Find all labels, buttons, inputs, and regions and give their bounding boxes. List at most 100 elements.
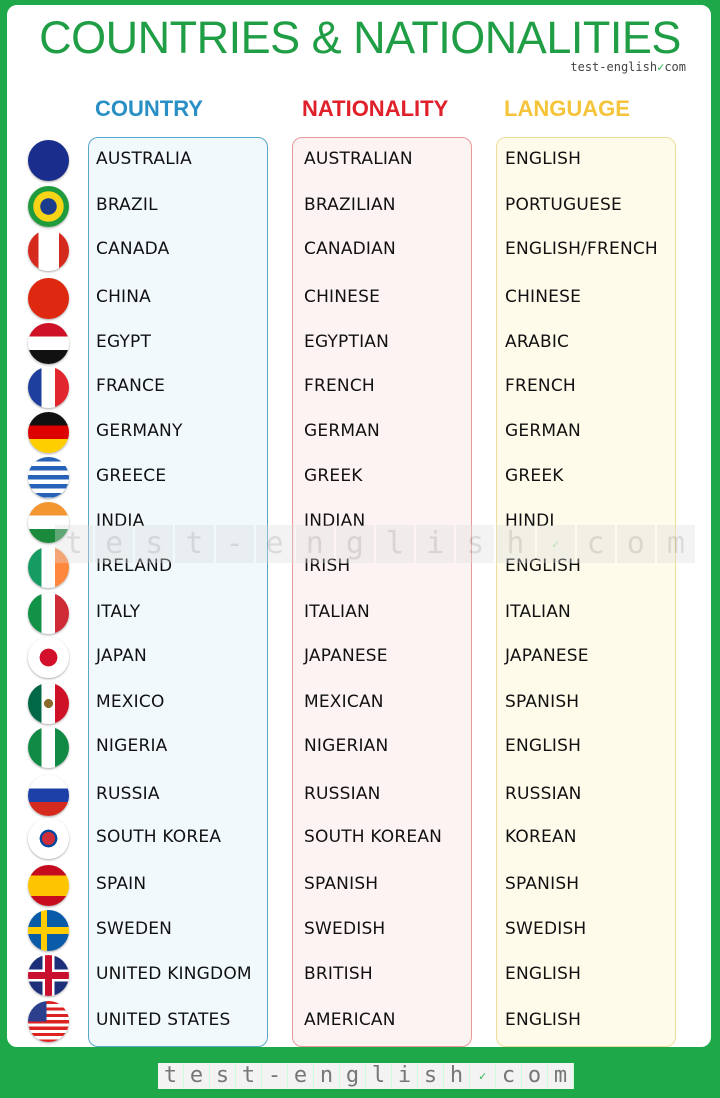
language-cell: KOREAN xyxy=(505,827,577,847)
nationality-cell: GREEK xyxy=(304,466,363,486)
watermark-letter: ✓ xyxy=(536,525,575,563)
footer-letter: t xyxy=(236,1063,262,1089)
language-cell: ENGLISH/FRENCH xyxy=(505,239,658,259)
nationality-cell: SOUTH KOREAN xyxy=(304,827,443,847)
france-flag-icon xyxy=(28,367,69,408)
watermark-letter: l xyxy=(376,525,415,563)
country-column xyxy=(88,137,268,1047)
nationality-cell: CANADIAN xyxy=(304,239,396,259)
sweden-flag-icon xyxy=(28,910,69,951)
watermark-letter: s xyxy=(456,525,495,563)
watermark-letter: c xyxy=(576,525,615,563)
footer-logo: t e s t - e n g l i s h ✓ c o m xyxy=(158,1063,574,1089)
footer-letter: t xyxy=(158,1063,184,1089)
nationality-cell: JAPANESE xyxy=(304,646,388,666)
language-cell: PORTUGUESE xyxy=(505,195,622,215)
country-cell: SOUTH KOREA xyxy=(96,827,222,847)
nationality-cell: GERMAN xyxy=(304,421,380,441)
australia-flag-icon xyxy=(28,140,69,181)
language-cell: ITALIAN xyxy=(505,602,571,622)
nationality-cell: INDIAN xyxy=(304,511,366,531)
language-cell: SWEDISH xyxy=(505,919,587,939)
header-language: LANGUAGE xyxy=(504,96,630,121)
nationality-cell: AMERICAN xyxy=(304,1010,396,1030)
nationality-cell: BRITISH xyxy=(304,964,373,984)
nationality-cell: NIGERIAN xyxy=(304,736,389,756)
country-cell: JAPAN xyxy=(96,646,147,666)
russia-flag-icon xyxy=(28,775,69,816)
country-cell: CANADA xyxy=(96,239,170,259)
language-cell: ENGLISH xyxy=(505,964,582,984)
nationality-column xyxy=(292,137,472,1047)
language-cell: ENGLISH xyxy=(505,556,582,576)
country-cell: RUSSIA xyxy=(96,784,160,804)
watermark-letter: e xyxy=(95,525,134,563)
nationality-cell: IRISH xyxy=(304,556,351,576)
country-cell: FRANCE xyxy=(96,376,166,396)
watermark-letter: n xyxy=(295,525,334,563)
country-cell: BRAZIL xyxy=(96,195,158,215)
canada-flag-icon xyxy=(28,230,69,271)
nationality-cell: SPANISH xyxy=(304,874,379,894)
country-cell: MEXICO xyxy=(96,692,165,712)
country-cell: UNITED STATES xyxy=(96,1010,231,1030)
brazil-flag-icon xyxy=(28,186,69,227)
footer-letter: m xyxy=(548,1063,574,1089)
language-cell: JAPANESE xyxy=(505,646,589,666)
nationality-cell: AUSTRALIAN xyxy=(304,149,413,169)
japan-flag-icon xyxy=(28,637,69,678)
footer-letter: h xyxy=(444,1063,470,1089)
language-cell: ENGLISH xyxy=(505,1010,582,1030)
country-cell: GREECE xyxy=(96,466,167,486)
watermark-letter: h xyxy=(496,525,535,563)
language-column xyxy=(496,137,676,1047)
language-cell: SPANISH xyxy=(505,874,580,894)
footer-letter: e xyxy=(184,1063,210,1089)
brand-logo: test-english✓com xyxy=(570,60,686,74)
country-cell: SWEDEN xyxy=(96,919,173,939)
footer-letter: g xyxy=(340,1063,366,1089)
nationality-cell: RUSSIAN xyxy=(304,784,381,804)
language-cell: FRENCH xyxy=(505,376,576,396)
language-cell: ARABIC xyxy=(505,332,570,352)
nationality-cell: MEXICAN xyxy=(304,692,384,712)
watermark-letter: t xyxy=(175,525,214,563)
spain-flag-icon xyxy=(28,865,69,906)
country-cell: CHINA xyxy=(96,287,152,307)
watermark-letter: t xyxy=(55,525,94,563)
footer-letter: e xyxy=(288,1063,314,1089)
greece-flag-icon xyxy=(28,457,69,498)
language-cell: GERMAN xyxy=(505,421,581,441)
page-title: COUNTRIES & NATIONALITIES xyxy=(39,12,681,63)
nigeria-flag-icon xyxy=(28,727,69,768)
country-cell: IRELAND xyxy=(96,556,173,576)
country-cell: GERMANY xyxy=(96,421,183,441)
watermark-letter: i xyxy=(416,525,455,563)
germany-flag-icon xyxy=(28,412,69,453)
check-icon: ✓ xyxy=(657,60,665,74)
country-cell: AUSTRALIA xyxy=(96,149,192,169)
footer-letter: o xyxy=(522,1063,548,1089)
nationality-cell: BRAZILIAN xyxy=(304,195,396,215)
egypt-flag-icon xyxy=(28,323,69,364)
header-country: COUNTRY xyxy=(95,96,203,121)
brand-text: test-english xyxy=(570,60,658,74)
watermark-letter: - xyxy=(215,525,254,563)
footer-letter: s xyxy=(418,1063,444,1089)
usa-flag-icon xyxy=(28,1001,69,1042)
country-cell: SPAIN xyxy=(96,874,147,894)
watermark-letter: s xyxy=(135,525,174,563)
footer-letter: i xyxy=(392,1063,418,1089)
country-cell: INDIA xyxy=(96,511,145,531)
footer-letter: - xyxy=(262,1063,288,1089)
mexico-flag-icon xyxy=(28,683,69,724)
country-cell: NIGERIA xyxy=(96,736,168,756)
language-cell: ENGLISH xyxy=(505,149,582,169)
footer-letter: n xyxy=(314,1063,340,1089)
watermark: t e s t - e n g l i s h ✓ c o m xyxy=(55,525,695,563)
footer-letter: l xyxy=(366,1063,392,1089)
footer-letter: s xyxy=(210,1063,236,1089)
country-cell: ITALY xyxy=(96,602,141,622)
india-flag-icon xyxy=(28,502,69,543)
south-korea-flag-icon xyxy=(28,818,69,859)
